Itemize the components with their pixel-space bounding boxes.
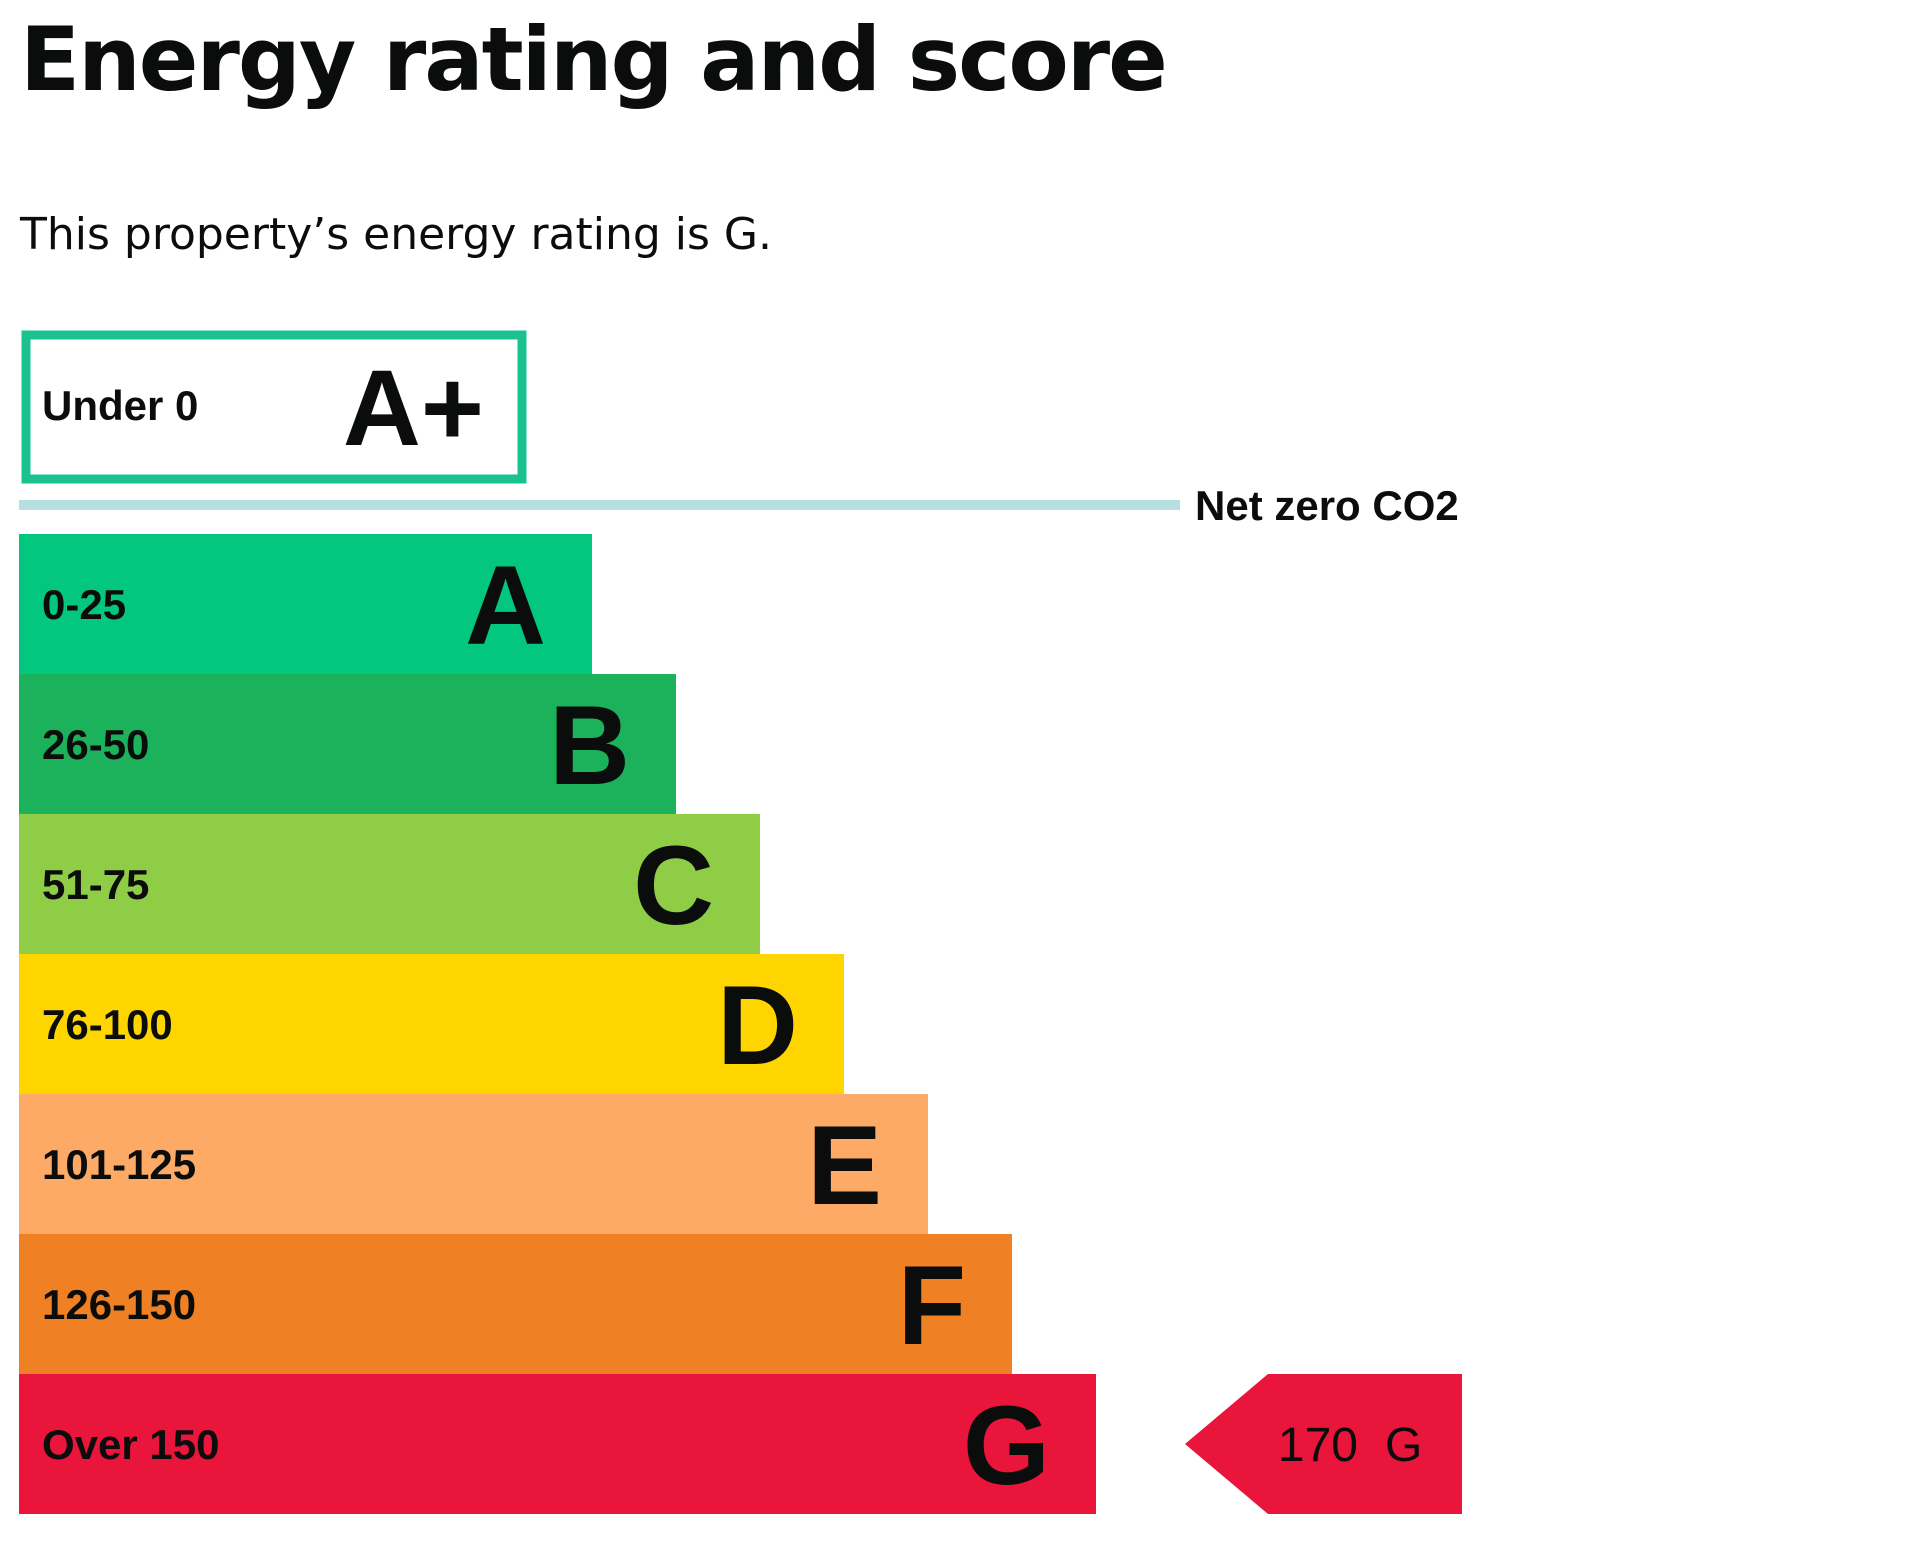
band-f-letter: F: [898, 1243, 966, 1368]
band-e-range: 101-125: [42, 1141, 196, 1188]
band-f-range: 126-150: [42, 1281, 196, 1328]
band-d-letter: D: [717, 963, 798, 1088]
net-zero-label: Net zero CO2: [1195, 482, 1459, 529]
band-e-letter: E: [807, 1103, 882, 1228]
band-f-bar: [19, 1234, 1012, 1374]
current-rating-pointer: [1185, 1374, 1462, 1514]
band-a-letter: A: [465, 543, 546, 668]
band-g-range: Over 150: [42, 1421, 219, 1468]
page-subtitle: This property’s energy rating is G.: [20, 209, 772, 260]
band-a-bar: [19, 534, 592, 674]
band-b-range: 26-50: [42, 721, 149, 768]
band-g-bar: [19, 1374, 1096, 1514]
current-score: 170: [1278, 1419, 1358, 1472]
band-d-bar: [19, 954, 844, 1094]
band-a-range: 0-25: [42, 581, 126, 628]
band-c-letter: C: [633, 823, 714, 948]
current-letter: G: [1385, 1419, 1422, 1472]
page-title: Energy rating and score: [20, 8, 1168, 111]
band-aplus-range: Under 0: [42, 382, 198, 429]
band-c-bar: [19, 814, 760, 954]
band-aplus-outline: [21, 330, 527, 484]
band-e-bar: [19, 1094, 928, 1234]
band-d-range: 76-100: [42, 1001, 173, 1048]
band-aplus-letter: A+: [343, 347, 484, 468]
band-b-letter: B: [549, 683, 630, 808]
band-b-bar: [19, 674, 676, 814]
band-g-letter: G: [963, 1383, 1050, 1508]
band-c-range: 51-75: [42, 861, 149, 908]
